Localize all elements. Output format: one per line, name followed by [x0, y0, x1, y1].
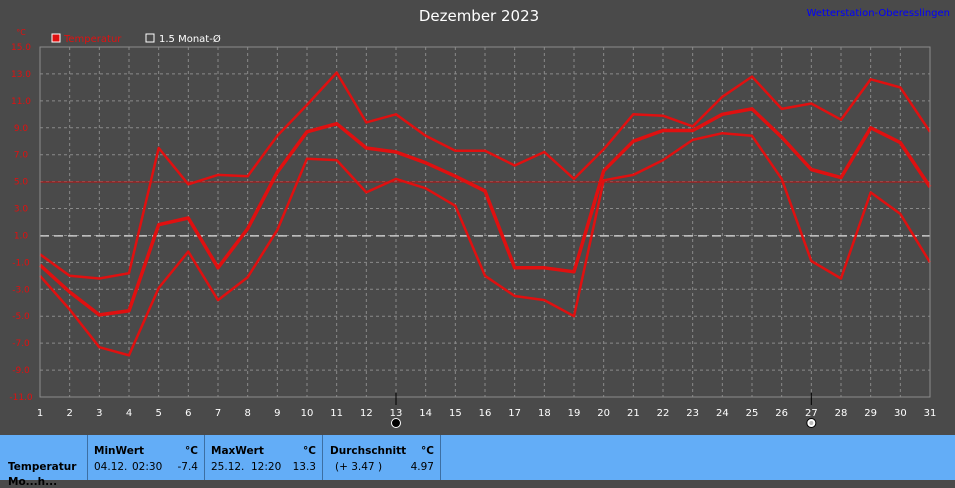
x-tick-label: 13 [390, 408, 403, 419]
stats-max-value: 13.3 [292, 461, 316, 473]
legend-swatch-temperature [51, 33, 61, 43]
y-tick-label: -7.0 [12, 339, 30, 349]
y-tick-label: -3.0 [12, 285, 30, 295]
x-tick-label: 25 [746, 408, 759, 419]
x-tick-label: 12 [360, 408, 373, 419]
y-tick-label: 13.0 [11, 70, 31, 80]
legend-label-temperature: Temperatur [63, 34, 122, 45]
x-tick-label: 5 [155, 408, 161, 419]
stats-avg-cell: Durchschnitt °C (+ 3.47 ) 4.97 [323, 435, 441, 480]
x-tick-label: 8 [244, 408, 250, 419]
stats-avg-diff: (+ 3.47 ) [335, 461, 383, 473]
stats-min-cell: MinWert °C 04.12. 02:30 -7.4 [88, 435, 205, 480]
y-tick-label: -11.0 [9, 393, 33, 403]
stats-row-label-2: Mo...h... [8, 476, 58, 488]
series-line-max [39, 71, 932, 280]
x-tick-label: 16 [479, 408, 492, 419]
stats-max-header: MaxWert [211, 445, 264, 457]
stats-max-date: 25.12. [211, 461, 245, 473]
y-tick-label: -9.0 [12, 366, 30, 376]
x-tick-label: 23 [686, 408, 699, 419]
x-tick-label: 1 [37, 408, 43, 419]
stats-max-cell: MaxWert °C 25.12. 12:20 13.3 [205, 435, 323, 480]
stats-avg-value: 4.97 [410, 461, 434, 473]
stats-row-label: Temperatur [8, 461, 77, 473]
series-lines [38, 71, 932, 357]
x-tick-label: 18 [538, 408, 551, 419]
stats-max-unit: °C [303, 445, 316, 457]
x-tick-label: 24 [716, 408, 729, 419]
new-moon-icon [391, 418, 401, 428]
x-tick-label: 6 [185, 408, 191, 419]
x-tick-label: 4 [126, 408, 132, 419]
x-tick-label: 11 [330, 408, 343, 419]
y-tick-label: 11.0 [11, 97, 31, 107]
legend-swatch-average [145, 33, 155, 43]
y-axis-ticks: 15.0 13.0 11.0 9.0 7.0 5.0 3.0 1.0 -1.0 -3.0 -5.0 -… [9, 43, 33, 403]
x-tick-label: 7 [215, 408, 221, 419]
stats-min-unit: °C [185, 445, 198, 457]
y-tick-label: 3.0 [14, 205, 29, 215]
x-tick-label: 3 [96, 408, 102, 419]
series-line-avg [38, 107, 932, 317]
x-tick-label: 21 [627, 408, 640, 419]
unit-label: °C [16, 28, 26, 37]
chart-title: Dezember 2023 [419, 7, 539, 25]
temperature-chart: Dezember 2023 Wetterstation-Oberesslinge… [9, 7, 950, 428]
station-link[interactable]: Wetterstation-Oberesslingen [807, 8, 950, 19]
x-tick-label: 29 [864, 408, 877, 419]
x-tick-label: 14 [419, 408, 432, 419]
stats-min-value: -7.4 [177, 461, 199, 473]
stats-avg-header: Durchschnitt [330, 445, 407, 457]
x-tick-label: 27 [805, 408, 818, 419]
stats-min-time: 02:30 [132, 461, 163, 473]
x-tick-label: 17 [508, 408, 521, 419]
stats-row-label-cell: Temperatur Mo...h... [0, 435, 88, 488]
moon-markers [391, 393, 817, 428]
full-moon-icon-detail [809, 421, 814, 425]
x-tick-label: 26 [775, 408, 788, 419]
legend-label-average: 1.5 Monat-Ø [159, 33, 221, 45]
stats-bar: Temperatur Mo...h... MinWert °C 04.12. 0… [0, 435, 955, 488]
x-tick-label: 9 [274, 408, 280, 419]
x-tick-label: 20 [597, 408, 610, 419]
y-tick-label: 5.0 [14, 178, 29, 188]
stats-avg-unit: °C [421, 445, 434, 457]
plot-frame [39, 46, 931, 398]
x-tick-label: 2 [66, 408, 72, 419]
y-tick-label: 7.0 [14, 151, 29, 161]
x-tick-label: 30 [894, 408, 907, 419]
x-tick-label: 28 [835, 408, 848, 419]
x-tick-label: 22 [657, 408, 670, 419]
y-tick-label: 15.0 [11, 43, 31, 53]
x-tick-label: 31 [924, 408, 937, 419]
x-tick-label: 19 [568, 408, 581, 419]
stats-min-date: 04.12. [94, 461, 128, 473]
x-tick-label: 10 [301, 408, 314, 419]
y-tick-label: -1.0 [12, 258, 30, 268]
series-line-min [39, 131, 932, 357]
x-axis-ticks: 1 2 3 4 5 6 7 8 9 10 11 12 13 14 15 16 17 18 19 20 21 22 23 24 2… [37, 408, 937, 419]
y-tick-label: 1.0 [14, 231, 29, 241]
y-tick-label: 9.0 [14, 124, 29, 134]
y-tick-label: -5.0 [12, 312, 30, 322]
stats-min-header: MinWert [94, 445, 145, 457]
stats-max-time: 12:20 [251, 461, 282, 473]
x-tick-label: 15 [449, 408, 462, 419]
